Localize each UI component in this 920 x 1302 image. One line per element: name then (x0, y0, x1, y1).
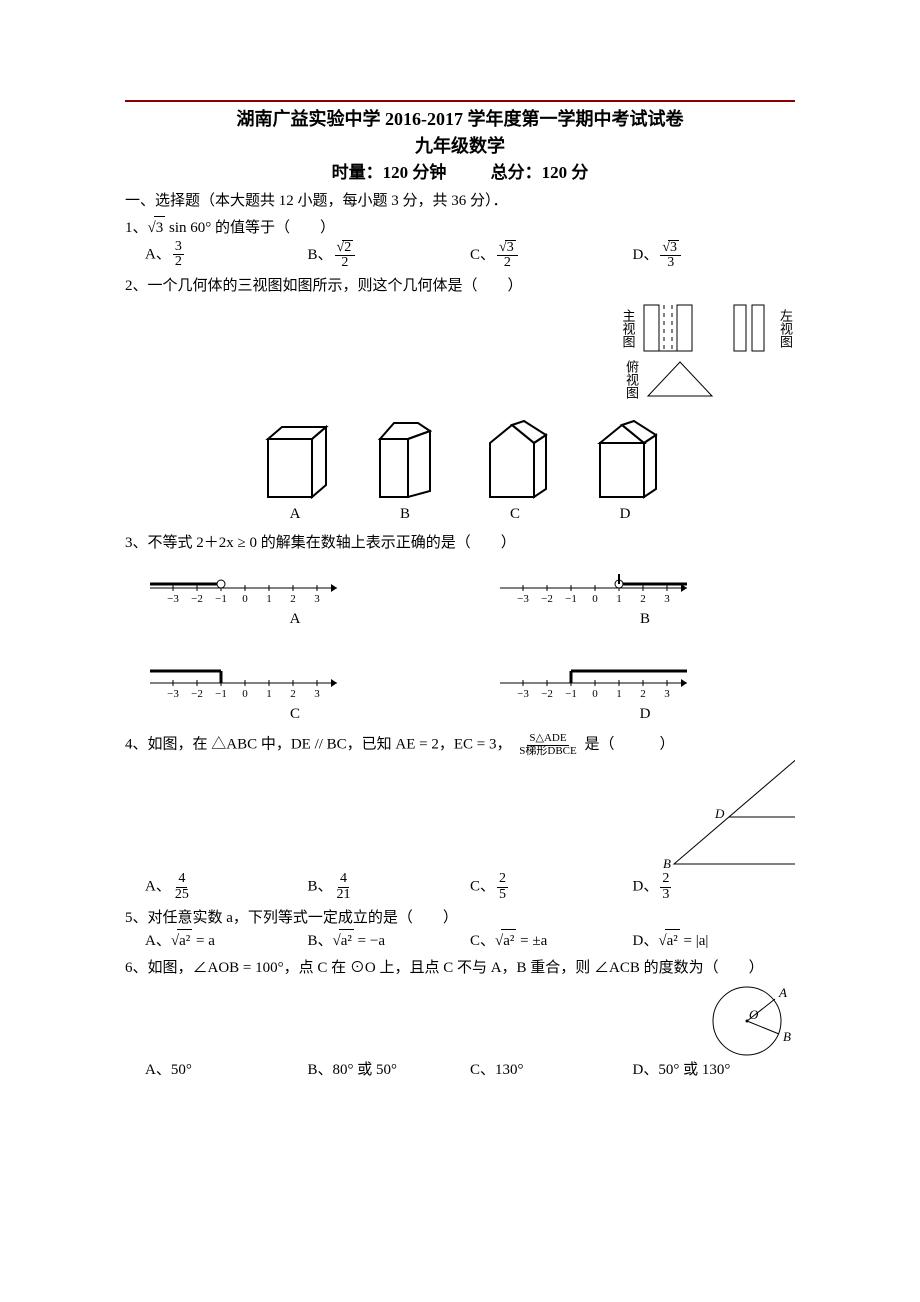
q3-numline-b: −3−2−1 0123 B (495, 566, 795, 631)
svg-text:−2: −2 (191, 688, 203, 700)
q3-numline-c: −3−2−1 0123 C (145, 661, 445, 726)
q4-option-c: C、25 (470, 872, 633, 902)
q6-stem: 6、如图，∠AOB = 100°，点 C 在 ⊙O 上，且点 C 不与 A，B … (125, 957, 795, 980)
q4-stem-b: 是（ ） (584, 737, 674, 753)
triangle-de-bc-icon: A D E B C (659, 752, 795, 872)
q1-option-a: A、32 (145, 240, 308, 271)
svg-text:D: D (714, 806, 725, 821)
top-view-icon (645, 359, 715, 399)
top-view-label: 俯视图 (622, 360, 642, 399)
q5-option-a: A、√a² = a (145, 929, 308, 953)
front-view-icon (642, 303, 702, 353)
pyramid-cube-icon (590, 419, 660, 499)
q1-option-b: B、√22 (308, 240, 471, 271)
svg-text:−3: −3 (167, 593, 179, 605)
time-label: 时量：120 分钟 (332, 163, 447, 182)
q3-numline-d: −3−2−1 0123 D (495, 661, 795, 726)
section-1-heading: 一、选择题（本大题共 12 小题，每小题 3 分，共 36 分）． (125, 190, 795, 213)
svg-text:B: B (783, 1029, 791, 1044)
question-6: 6、如图，∠AOB = 100°，点 C 在 ⊙O 上，且点 C 不与 A，B … (125, 957, 795, 1082)
q6-option-b: B、80° 或 50° (308, 1059, 471, 1082)
svg-text:2: 2 (290, 593, 296, 605)
svg-text:−2: −2 (191, 593, 203, 605)
q4-stem-a: 4、如图，在 △ABC 中，DE // BC，已知 AE = 2，EC = 3， (125, 737, 512, 753)
q6-option-a: A、50° (145, 1059, 308, 1082)
question-4: 4、如图，在 △ABC 中，DE // BC，已知 AE = 2，EC = 3，… (125, 733, 795, 902)
q1-stem-post: sin 60° 的值等于（ ） (165, 220, 335, 236)
numberline-b-icon: −3 −2 −1 0 1 2 3 (495, 566, 695, 606)
q5-option-b: B、√a² = −a (308, 929, 471, 953)
svg-text:3: 3 (314, 593, 320, 605)
q2-shape-a: A (260, 419, 330, 526)
svg-text:−1: −1 (215, 688, 227, 700)
exam-info: 时量：120 分钟 总分：120 分 (125, 160, 795, 186)
front-view-block: 主视图 (618, 303, 702, 353)
numberline-a-icon: −3 −2 −1 0 1 2 3 (145, 566, 345, 606)
q1-option-c: C、√32 (470, 240, 633, 271)
q2-stem: 2、一个几何体的三视图如图所示，则这个几何体是（ ） (125, 275, 795, 298)
q4-option-d: D、23 (633, 872, 796, 902)
svg-text:2: 2 (640, 688, 646, 700)
cube-icon (260, 419, 330, 499)
svg-text:−3: −3 (517, 688, 529, 700)
question-2: 2、一个几何体的三视图如图所示，则这个几何体是（ ） 主视图 左视图 俯视图 (125, 275, 795, 526)
svg-text:1: 1 (616, 593, 622, 605)
page-title: 湖南广益实验中学 2016-2017 学年度第一学期中考试试卷 (125, 106, 795, 133)
front-view-label: 主视图 (618, 309, 638, 348)
svg-text:A: A (778, 985, 787, 1000)
svg-text:−1: −1 (565, 593, 577, 605)
svg-text:1: 1 (616, 688, 622, 700)
svg-text:0: 0 (242, 593, 248, 605)
pentagon-prism-icon (480, 419, 550, 499)
q6-option-d: D、50° 或 130° (633, 1059, 796, 1082)
svg-text:−1: −1 (565, 688, 577, 700)
q2-shape-b: B (370, 419, 440, 526)
q6-option-c: C、130° (470, 1059, 633, 1082)
svg-text:0: 0 (592, 593, 598, 605)
svg-text:1: 1 (266, 688, 272, 700)
total-label: 总分：120 分 (491, 163, 589, 182)
side-view-label: 左视图 (776, 309, 796, 348)
svg-text:−2: −2 (541, 688, 553, 700)
svg-text:2: 2 (640, 593, 646, 605)
q2-shape-d: D (590, 419, 660, 526)
q1-option-d: D、√33 (633, 240, 796, 271)
svg-text:3: 3 (664, 593, 670, 605)
prism-icon (370, 419, 440, 499)
question-5: 5、对任意实数 a，下列等式一定成立的是（ ） A、√a² = a B、√a² … (125, 907, 795, 953)
svg-text:0: 0 (592, 688, 598, 700)
circle-aob-icon: A O B (705, 979, 795, 1059)
svg-text:3: 3 (664, 688, 670, 700)
page-subtitle: 九年级数学 (125, 133, 795, 160)
question-1: 1、√3 sin 60° 的值等于（ ） A、32 B、√22 C、√32 D、… (125, 216, 795, 271)
question-3: 3、不等式 2＋2x ≥ 0 的解集在数轴上表示正确的是（ ） −3 −2 −1 0… (125, 532, 795, 726)
top-view-block: 俯视图 (622, 359, 716, 399)
svg-text:−2: −2 (541, 593, 553, 605)
q4-option-a: A、425 (145, 872, 308, 902)
q2-shape-c: C (480, 419, 550, 526)
svg-text:1: 1 (266, 593, 272, 605)
svg-text:−3: −3 (517, 593, 529, 605)
svg-text:−3: −3 (167, 688, 179, 700)
q1-stem-pre: 1、 (125, 220, 148, 236)
q4-option-b: B、421 (308, 872, 471, 902)
numberline-d-icon: −3 −2 −1 0 1 2 3 (495, 661, 695, 701)
side-view-icon (732, 303, 772, 353)
svg-text:3: 3 (314, 688, 320, 700)
svg-text:B: B (663, 856, 671, 871)
svg-text:O: O (749, 1007, 759, 1022)
q5-option-c: C、√a² = ±a (470, 929, 633, 953)
svg-text:2: 2 (290, 688, 296, 700)
q5-option-d: D、√a² = |a| (633, 929, 796, 953)
svg-text:−1: −1 (215, 593, 227, 605)
q3-numline-a: −3−2−1 0123 A (145, 566, 445, 631)
numberline-c-icon: −3 −2 −1 0 1 2 3 (145, 661, 345, 701)
q5-stem: 5、对任意实数 a，下列等式一定成立的是（ ） (125, 907, 795, 930)
side-view-block: 左视图 (732, 303, 796, 353)
q3-stem: 3、不等式 2＋2x ≥ 0 的解集在数轴上表示正确的是（ ） (125, 532, 795, 555)
svg-text:0: 0 (242, 688, 248, 700)
